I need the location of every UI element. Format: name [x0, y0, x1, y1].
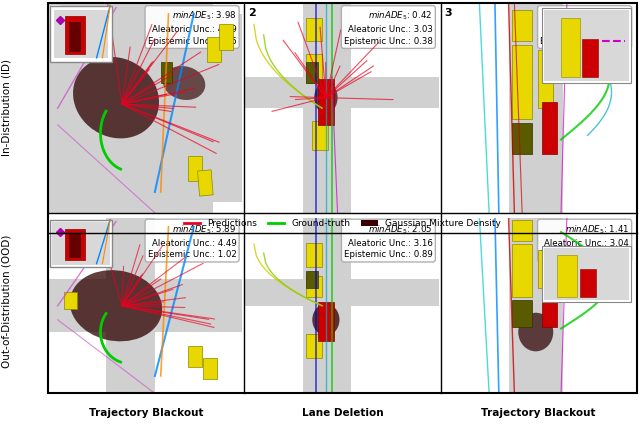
- Bar: [312, 121, 328, 150]
- Bar: [244, 280, 438, 306]
- Bar: [541, 292, 557, 327]
- Text: $minADE_5$: 1.14
Aleatoric Unc.: 3.60
Epistemic Unc.: 0.35: $minADE_5$: 1.14 Aleatoric Unc.: 3.60 Ep…: [540, 10, 629, 46]
- FancyBboxPatch shape: [0, 14, 301, 203]
- Bar: [580, 269, 596, 297]
- Bar: [106, 218, 155, 393]
- Bar: [63, 292, 77, 309]
- Bar: [318, 79, 333, 125]
- Bar: [244, 77, 438, 108]
- Bar: [541, 102, 557, 154]
- Bar: [219, 25, 232, 49]
- Bar: [513, 45, 532, 119]
- Bar: [307, 54, 322, 83]
- Ellipse shape: [312, 304, 339, 335]
- Bar: [557, 255, 577, 297]
- Bar: [303, 218, 351, 393]
- Bar: [538, 249, 553, 288]
- Ellipse shape: [70, 270, 162, 341]
- Bar: [204, 358, 217, 379]
- Bar: [50, 6, 112, 62]
- Bar: [561, 18, 580, 77]
- Bar: [513, 301, 532, 327]
- Bar: [318, 302, 333, 341]
- Bar: [198, 170, 213, 196]
- Bar: [513, 244, 532, 297]
- Legend: Predictions, Ground-truth, Gaussian Mixture Density: Predictions, Ground-truth, Gaussian Mixt…: [180, 215, 504, 232]
- Ellipse shape: [518, 313, 553, 351]
- Bar: [509, 3, 563, 213]
- Text: 1: 1: [52, 8, 60, 18]
- Bar: [69, 234, 81, 258]
- Bar: [52, 221, 110, 265]
- Text: $minADE_5$: 3.98
Aleatoric Unc.: 4.69
Epistemic Unc.: 0.75: $minADE_5$: 3.98 Aleatoric Unc.: 4.69 Ep…: [148, 10, 237, 46]
- Ellipse shape: [73, 57, 159, 138]
- Bar: [161, 62, 172, 83]
- Text: Out-of-Distribution (OOD): Out-of-Distribution (OOD): [1, 234, 12, 368]
- Bar: [307, 243, 322, 267]
- Bar: [307, 270, 318, 288]
- Text: $minADE_5$: 0.42
Aleatoric Unc.: 3.03
Epistemic Unc.: 0.38: $minADE_5$: 0.42 Aleatoric Unc.: 3.03 Ep…: [344, 10, 433, 46]
- Bar: [538, 49, 553, 108]
- Text: $minADE_5$: 5.89
Aleatoric Unc.: 4.49
Epistemic Unc.: 1.02: $minADE_5$: 5.89 Aleatoric Unc.: 4.49 Ep…: [148, 223, 237, 259]
- Bar: [513, 10, 532, 41]
- FancyBboxPatch shape: [48, 0, 213, 276]
- Bar: [54, 10, 108, 58]
- Text: Trajectory Blackout: Trajectory Blackout: [89, 408, 204, 418]
- Bar: [188, 346, 202, 367]
- Bar: [307, 334, 322, 358]
- Bar: [50, 220, 112, 267]
- Bar: [307, 276, 322, 297]
- Bar: [541, 8, 631, 83]
- Ellipse shape: [314, 82, 337, 114]
- Bar: [307, 18, 322, 41]
- Bar: [541, 246, 631, 302]
- Bar: [65, 228, 85, 260]
- Bar: [543, 248, 629, 301]
- Bar: [207, 37, 221, 62]
- Bar: [513, 220, 532, 241]
- Bar: [188, 157, 202, 181]
- Text: Lane Deletion: Lane Deletion: [301, 408, 383, 418]
- Bar: [509, 218, 563, 393]
- Text: $minADE_5$: 1.41
Aleatoric Unc.: 3.04
Epistemic Unc.: 0.83: $minADE_5$: 1.41 Aleatoric Unc.: 3.04 Ep…: [540, 223, 629, 259]
- Text: 2: 2: [248, 8, 256, 18]
- Text: Trajectory Blackout: Trajectory Blackout: [481, 408, 596, 418]
- Bar: [65, 16, 85, 54]
- Bar: [48, 280, 243, 332]
- Bar: [543, 10, 629, 81]
- Ellipse shape: [163, 66, 205, 100]
- Bar: [69, 22, 81, 52]
- Text: $minADE_5$: 2.05
Aleatoric Unc.: 3.16
Epistemic Unc.: 0.89: $minADE_5$: 2.05 Aleatoric Unc.: 3.16 Ep…: [344, 223, 433, 259]
- Bar: [513, 123, 532, 154]
- Text: In-Distribution (ID): In-Distribution (ID): [1, 59, 12, 156]
- Bar: [303, 3, 351, 213]
- Bar: [582, 39, 598, 77]
- Text: 3: 3: [444, 8, 452, 18]
- Bar: [307, 62, 318, 83]
